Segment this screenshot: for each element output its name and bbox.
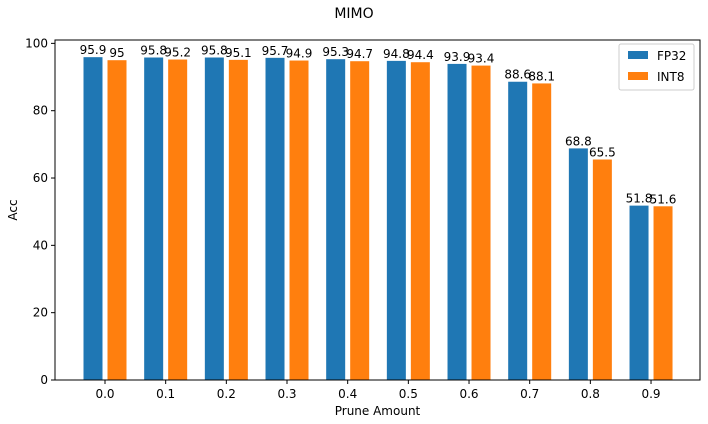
legend-swatch-int8 xyxy=(628,72,648,80)
x-tick-label: 0.1 xyxy=(156,387,175,401)
bar-value-label: 65.5 xyxy=(589,146,616,160)
y-tick-label: 20 xyxy=(33,306,48,320)
bar-value-label: 95.8 xyxy=(140,44,167,58)
y-tick-label: 60 xyxy=(33,171,48,185)
bar-int8-0.5 xyxy=(410,62,430,380)
bar-value-label: 51.8 xyxy=(626,192,653,206)
bar-value-label: 94.4 xyxy=(407,48,434,62)
x-axis-label: Prune Amount xyxy=(335,404,421,418)
y-axis: 0 20 40 60 80 100 xyxy=(25,36,55,387)
bar-value-label: 51.6 xyxy=(650,192,677,206)
x-tick-label: 0.2 xyxy=(217,387,236,401)
x-tick-label: 0.0 xyxy=(95,387,114,401)
bar-fp32-0.5 xyxy=(386,60,406,381)
x-tick-label: 0.3 xyxy=(277,387,296,401)
bar-fp32-0.8 xyxy=(568,148,588,380)
bar-fp32-0.0 xyxy=(83,57,103,381)
y-tick-label: 80 xyxy=(33,104,48,118)
x-tick-label: 0.4 xyxy=(338,387,357,401)
legend: FP32 INT8 xyxy=(618,43,695,91)
bar-int8-0.4 xyxy=(350,61,370,381)
y-axis-label: Acc xyxy=(6,199,20,220)
y-tick-label: 100 xyxy=(25,36,48,50)
y-tick-label: 0 xyxy=(40,373,48,387)
bar-fp32-0.9 xyxy=(629,205,649,380)
bar-value-label: 95.1 xyxy=(225,46,252,60)
x-tick-label: 0.7 xyxy=(520,387,539,401)
bar-value-label: 94.7 xyxy=(346,47,373,61)
bar-int8-0.9 xyxy=(653,206,673,380)
bar-value-label: 95.8 xyxy=(201,44,228,58)
bar-value-label: 95.9 xyxy=(80,43,107,57)
bar-int8-0.0 xyxy=(107,60,127,380)
legend-label-fp32: FP32 xyxy=(657,49,686,63)
x-tick-label: 0.5 xyxy=(399,387,418,401)
chart-title: MIMO xyxy=(334,6,373,22)
bar-value-label: 68.8 xyxy=(565,134,592,148)
plot-area: 95.9 95 95.895.2 95.895.1 95.794.9 95.394.7 94… xyxy=(80,43,677,381)
bar-int8-0.2 xyxy=(228,59,248,380)
bar-value-label: 93.9 xyxy=(444,50,471,64)
bar-fp32-0.6 xyxy=(447,63,467,380)
bar-value-label: 95.3 xyxy=(322,45,349,59)
bar-int8-0.6 xyxy=(471,65,491,380)
bar-fp32-0.4 xyxy=(326,59,346,381)
bar-int8-0.1 xyxy=(168,59,188,381)
bar-value-label: 94.8 xyxy=(383,47,410,61)
legend-swatch-fp32 xyxy=(628,51,648,59)
bar-value-label: 88.6 xyxy=(504,68,531,82)
bar-int8-0.3 xyxy=(289,60,309,380)
bar-fp32-0.2 xyxy=(204,57,224,381)
x-tick-label: 0.9 xyxy=(641,387,660,401)
bar-int8-0.7 xyxy=(532,83,552,380)
y-tick-label: 40 xyxy=(33,238,48,252)
bar-fp32-0.1 xyxy=(144,57,164,381)
bar-fp32-0.7 xyxy=(508,81,528,380)
x-tick-label: 0.8 xyxy=(581,387,600,401)
x-tick-label: 0.6 xyxy=(459,387,478,401)
bar-int8-0.8 xyxy=(592,159,612,380)
legend-label-int8: INT8 xyxy=(657,70,684,84)
bar-value-label: 93.4 xyxy=(468,52,495,66)
x-axis: 0.0 0.1 0.2 0.3 0.4 0.5 0.6 0.7 0.8 0.9 xyxy=(95,380,661,401)
bar-value-label: 94.9 xyxy=(286,47,313,61)
bar-value-label: 88.1 xyxy=(528,69,555,83)
bar-value-label: 95.2 xyxy=(164,46,191,60)
bar-value-label: 95.7 xyxy=(262,44,289,58)
plot-frame xyxy=(54,39,701,381)
bar-fp32-0.3 xyxy=(265,57,285,380)
bar-value-label: 95 xyxy=(109,46,124,60)
